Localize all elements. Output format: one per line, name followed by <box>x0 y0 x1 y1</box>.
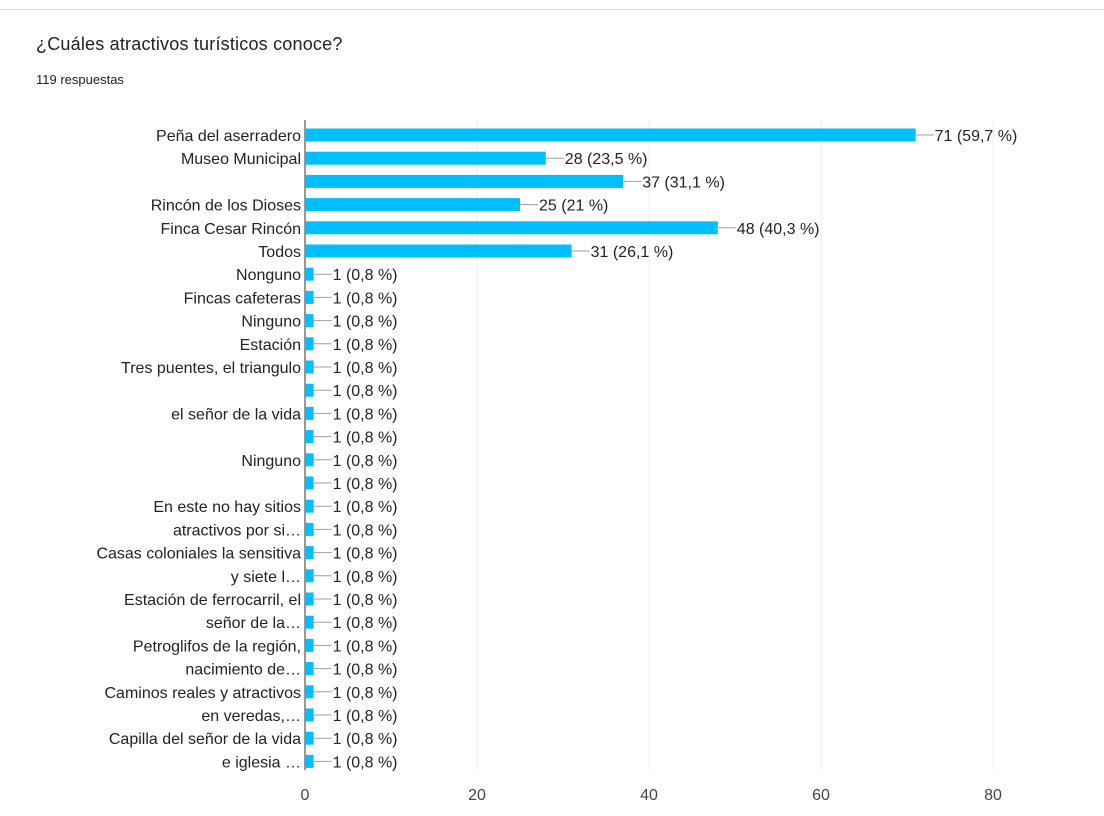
data-label: 28 (23,5 %) <box>565 151 648 168</box>
data-label: 31 (26,1 %) <box>591 244 674 261</box>
data-label: 37 (31,1 %) <box>642 174 725 191</box>
x-tick-label: 0 <box>301 787 310 804</box>
bar <box>305 337 314 351</box>
bar <box>305 638 314 652</box>
bar <box>305 128 916 142</box>
data-label: 25 (21 %) <box>539 198 608 215</box>
category-label: el señor de la vida <box>171 406 301 423</box>
category-label: y siete l… <box>231 569 301 586</box>
bar <box>305 151 546 165</box>
bar <box>305 360 314 374</box>
data-label: 1 (0,8 %) <box>333 267 398 284</box>
bar <box>305 569 314 583</box>
data-label: 1 (0,8 %) <box>333 383 398 400</box>
bar <box>305 546 314 560</box>
data-label: 1 (0,8 %) <box>333 476 398 493</box>
data-label: 1 (0,8 %) <box>333 615 398 632</box>
data-label: 1 (0,8 %) <box>333 638 398 655</box>
category-label: Fincas cafeteras <box>184 290 301 307</box>
category-label: Museo Municipal <box>181 151 301 168</box>
category-label: Tres puentes, el triangulo <box>121 360 301 377</box>
data-label: 1 (0,8 %) <box>333 290 398 307</box>
data-label: 1 (0,8 %) <box>333 453 398 470</box>
x-tick-label: 40 <box>640 787 658 804</box>
category-label: En este no hay sitios <box>153 499 301 516</box>
x-tick-label: 80 <box>984 787 1002 804</box>
data-label: 1 (0,8 %) <box>333 662 398 679</box>
bar <box>305 499 314 513</box>
data-label: 1 (0,8 %) <box>333 499 398 516</box>
category-label: Estación de ferrocarril, el <box>124 592 301 609</box>
data-label: 1 (0,8 %) <box>333 522 398 539</box>
category-label: Todos <box>258 244 301 261</box>
question-title: ¿Cuáles atractivos turísticos conoce? <box>36 34 343 54</box>
category-label: Caminos reales y atractivos <box>104 685 301 702</box>
category-label: Capilla del señor de la vida <box>109 731 301 748</box>
data-label: 48 (40,3 %) <box>737 221 820 238</box>
bar <box>305 615 314 629</box>
bar <box>305 662 314 676</box>
data-label: 1 (0,8 %) <box>333 592 398 609</box>
top-divider <box>0 0 1104 10</box>
data-label: 71 (59,7 %) <box>935 128 1018 145</box>
bar <box>305 267 314 281</box>
data-label: 1 (0,8 %) <box>333 406 398 423</box>
data-label: 1 (0,8 %) <box>333 546 398 563</box>
bar <box>305 290 314 304</box>
bar <box>305 314 314 328</box>
x-tick-label: 60 <box>812 787 830 804</box>
bar <box>305 453 314 467</box>
bar <box>305 174 624 188</box>
data-label: 1 (0,8 %) <box>333 569 398 586</box>
data-label: 1 (0,8 %) <box>333 754 398 771</box>
category-label: Nonguno <box>236 267 301 284</box>
category-label: señor de la… <box>206 615 301 632</box>
category-label: Estación <box>240 337 301 354</box>
bar <box>305 244 572 258</box>
bar <box>305 383 314 397</box>
category-label: Casas coloniales la sensitiva <box>96 546 301 563</box>
category-label: Ninguno <box>241 453 301 470</box>
data-label: 1 (0,8 %) <box>333 360 398 377</box>
bar <box>305 198 520 212</box>
category-label: Petroglifos de la región, <box>133 638 301 655</box>
category-label: en veredas,… <box>201 708 301 725</box>
bar <box>305 685 314 699</box>
category-label: Ninguno <box>241 314 301 331</box>
bar <box>305 708 314 722</box>
bar <box>305 476 314 490</box>
category-label: nacimiento de… <box>185 662 301 679</box>
bar <box>305 221 718 235</box>
bar <box>305 754 314 768</box>
data-label: 1 (0,8 %) <box>333 337 398 354</box>
bar <box>305 592 314 606</box>
bar <box>305 522 314 536</box>
category-label: Rincón de los Dioses <box>151 198 301 215</box>
x-tick-label: 20 <box>468 787 486 804</box>
data-label: 1 (0,8 %) <box>333 314 398 331</box>
category-label: atractivos por si… <box>173 522 301 539</box>
data-label: 1 (0,8 %) <box>333 430 398 447</box>
bar <box>305 406 314 420</box>
data-label: 1 (0,8 %) <box>333 708 398 725</box>
category-label: Finca Cesar Rincón <box>161 221 302 238</box>
data-label: 1 (0,8 %) <box>333 731 398 748</box>
category-label: e iglesia … <box>222 754 301 771</box>
response-count: 119 respuestas <box>36 72 124 87</box>
category-label: Peña del aserradero <box>156 128 301 145</box>
data-label: 1 (0,8 %) <box>333 685 398 702</box>
bar <box>305 731 314 745</box>
bar <box>305 430 314 444</box>
